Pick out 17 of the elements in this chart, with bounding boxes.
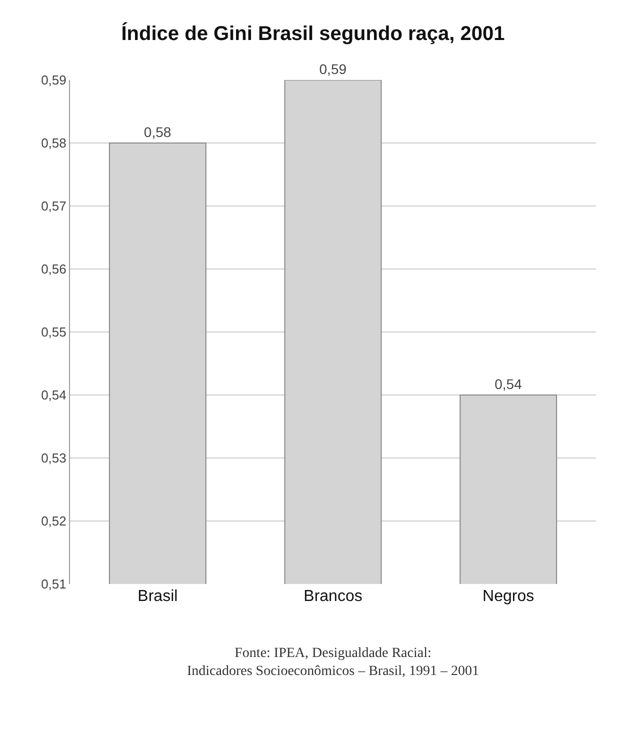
chart-title: Índice de Gini Brasil segundo raça, 2001 — [121, 22, 505, 45]
data-label: 0,59 — [319, 61, 347, 77]
data-label: 0,54 — [494, 376, 522, 392]
y-tick-label: 0,55 — [41, 324, 66, 340]
x-tick-label: Negros — [482, 588, 534, 605]
y-tick-label: 0,53 — [41, 450, 66, 466]
source-note: Fonte: IPEA, Desigualdade Racial: Indicadores Socioeconômicos – Brasil, 1991 – 2001 — [187, 646, 480, 680]
y-tick-label: 0,57 — [41, 198, 66, 214]
x-tick-label: Brasil — [138, 588, 178, 605]
y-tick-label: 0,59 — [41, 72, 66, 88]
data-label: 0,58 — [144, 124, 172, 140]
y-tick-label: 0,56 — [41, 262, 66, 277]
y-tick-label: 0,58 — [41, 136, 66, 151]
x-tick-label: Brancos — [304, 588, 362, 605]
y-tick-label: 0,54 — [41, 388, 66, 403]
y-tick-label: 0,52 — [41, 514, 66, 529]
y-tick-label: 0,51 — [41, 576, 66, 592]
